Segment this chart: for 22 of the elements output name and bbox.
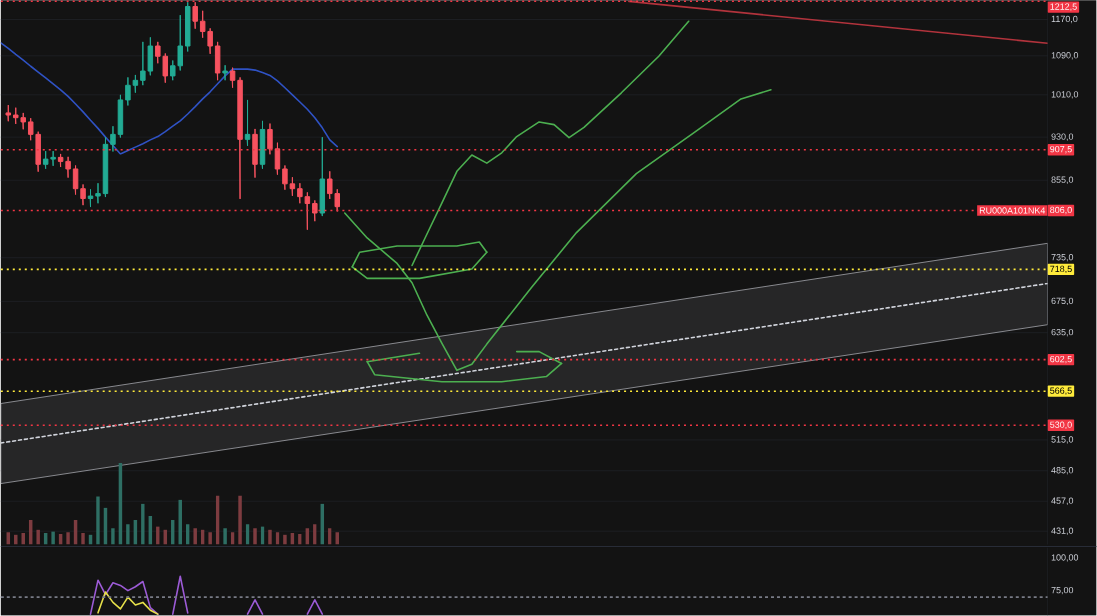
ref-line-label: 1212,5	[1050, 3, 1077, 11]
y-tick-label: 485,0	[1051, 467, 1074, 475]
y-tick-label: 930,0	[1051, 133, 1074, 141]
y-tick-label: 1170,0	[1051, 15, 1078, 24]
ref-line-label: 530,0	[1050, 421, 1072, 430]
y-tick-label: 855,0	[1051, 176, 1074, 185]
ref-line-label: 566,5	[1050, 387, 1072, 395]
y-tick-label: 1090,0	[1051, 52, 1079, 60]
ref-line-label: 718,5	[1050, 265, 1072, 274]
y-tick-label: 1010,0	[1051, 91, 1079, 99]
y-tick-label: 100,00	[1051, 554, 1079, 562]
y-tick-label: 457,0	[1051, 497, 1074, 506]
ref-line-label: 602,5	[1050, 356, 1072, 364]
annotation: RU000A101NK4	[979, 207, 1046, 214]
y-tick-label: 675,0	[1051, 297, 1074, 306]
y-tick-label: 431,0	[1051, 527, 1074, 536]
y-tick-label: 75,00	[1051, 587, 1074, 595]
ref-line-label: 907,5	[1050, 146, 1072, 154]
y-tick-label: 735,0	[1051, 254, 1074, 262]
ref-line-label: 806,0	[1050, 206, 1072, 215]
y-tick-label: 635,0	[1051, 329, 1074, 337]
y-tick-label: 515,0	[1051, 436, 1074, 444]
